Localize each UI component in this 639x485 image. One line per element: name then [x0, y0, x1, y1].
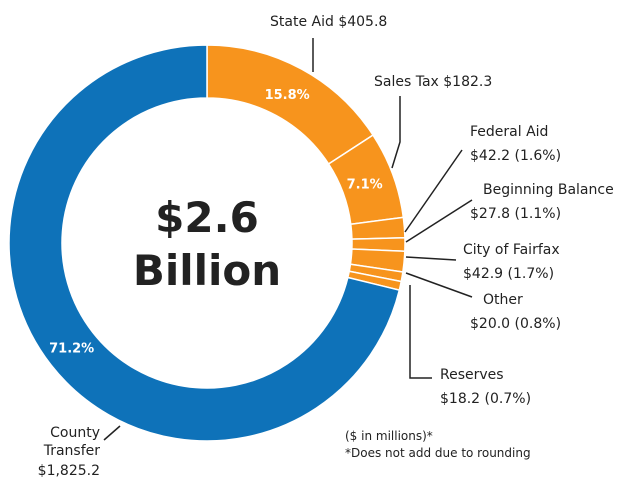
- label: City of Fairfax: [463, 242, 560, 258]
- center-label: $2.6: [155, 193, 259, 242]
- leader: [405, 272, 473, 298]
- slices: 15.8% 7.1% 71.2%: [8, 44, 406, 442]
- leader: [405, 199, 473, 243]
- label: $1,825.2: [37, 463, 100, 479]
- label: Federal Aid: [470, 124, 548, 140]
- label: Sales Tax $182.3: [374, 74, 492, 90]
- label: Other: [483, 292, 523, 308]
- slice: [206, 44, 375, 165]
- label: $27.8 (1.1%): [470, 206, 561, 222]
- label: Reserves: [440, 367, 504, 383]
- label: $42.2 (1.6%): [470, 148, 561, 164]
- percent-label: 71.2%: [49, 342, 94, 357]
- slice: [8, 44, 401, 442]
- label: Beginning Balance: [483, 182, 614, 198]
- leader: [404, 149, 463, 233]
- note: *Does not add due to rounding: [345, 446, 531, 460]
- leader: [103, 425, 121, 441]
- label: State Aid $405.8: [270, 14, 387, 30]
- percent-label: 7.1%: [347, 177, 383, 192]
- label: $20.0 (0.8%): [470, 316, 561, 332]
- label: County Transfer: [43, 425, 100, 459]
- center-label: Billion: [133, 246, 281, 295]
- leader: [405, 256, 457, 261]
- label: $18.2 (0.7%): [440, 391, 531, 407]
- note: ($ in millions)*: [345, 429, 433, 443]
- leader: [409, 285, 432, 379]
- label: $42.9 (1.7%): [463, 266, 554, 282]
- percent-label: 15.8%: [265, 88, 310, 103]
- leader: [391, 96, 401, 169]
